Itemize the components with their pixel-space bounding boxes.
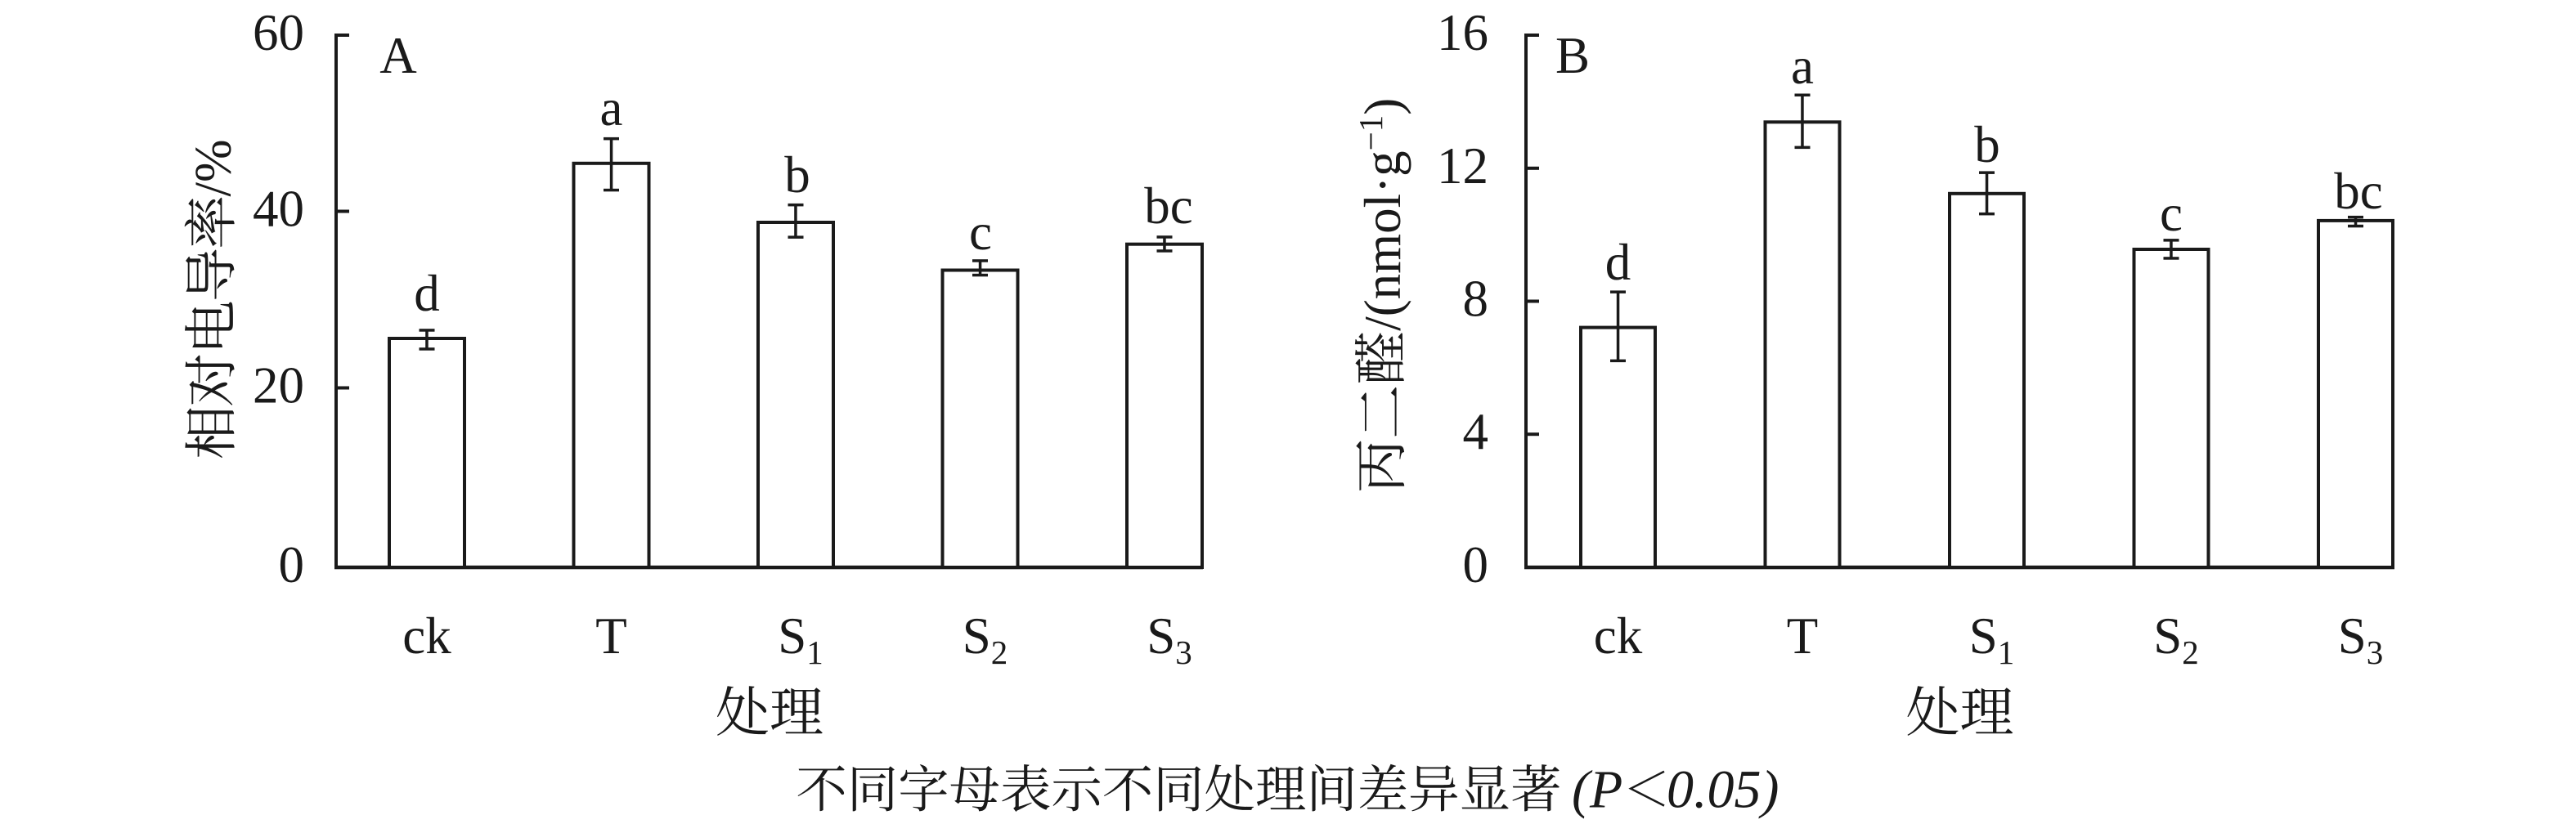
svg-text:a: a (1791, 38, 1814, 95)
svg-text:20: 20 (253, 357, 304, 414)
svg-text:bc: bc (2334, 163, 2382, 220)
svg-text:a: a (600, 79, 623, 137)
svg-text:S3: S3 (2338, 607, 2384, 671)
svg-text:16: 16 (1437, 4, 1488, 61)
svg-text:S3: S3 (1147, 607, 1192, 671)
svg-text:60: 60 (253, 4, 304, 61)
svg-text:ck: ck (402, 607, 451, 665)
svg-text:b: b (784, 146, 810, 204)
svg-text:T: T (1787, 607, 1818, 665)
svg-text:12: 12 (1437, 137, 1488, 195)
svg-text:A: A (379, 27, 417, 84)
svg-text:0: 0 (1463, 536, 1489, 593)
svg-text:bc: bc (1144, 177, 1192, 235)
svg-text:T: T (595, 607, 626, 665)
svg-text:B: B (1555, 27, 1590, 84)
svg-text:S2: S2 (963, 607, 1008, 671)
svg-text:ck: ck (1594, 607, 1643, 665)
svg-text:0.05): 0.05) (1667, 760, 1779, 820)
svg-text:c: c (2160, 185, 2183, 242)
svg-text:c: c (969, 204, 992, 261)
svg-text:4: 4 (1463, 403, 1489, 460)
svg-text:b: b (1974, 116, 2000, 173)
svg-text:d: d (414, 265, 440, 322)
svg-text:0: 0 (279, 536, 305, 593)
svg-text:(P: (P (1572, 760, 1622, 820)
svg-text:8: 8 (1463, 271, 1489, 328)
svg-text:40: 40 (253, 181, 304, 238)
svg-text:/%: /% (185, 140, 242, 197)
svg-text:d: d (1605, 234, 1631, 291)
